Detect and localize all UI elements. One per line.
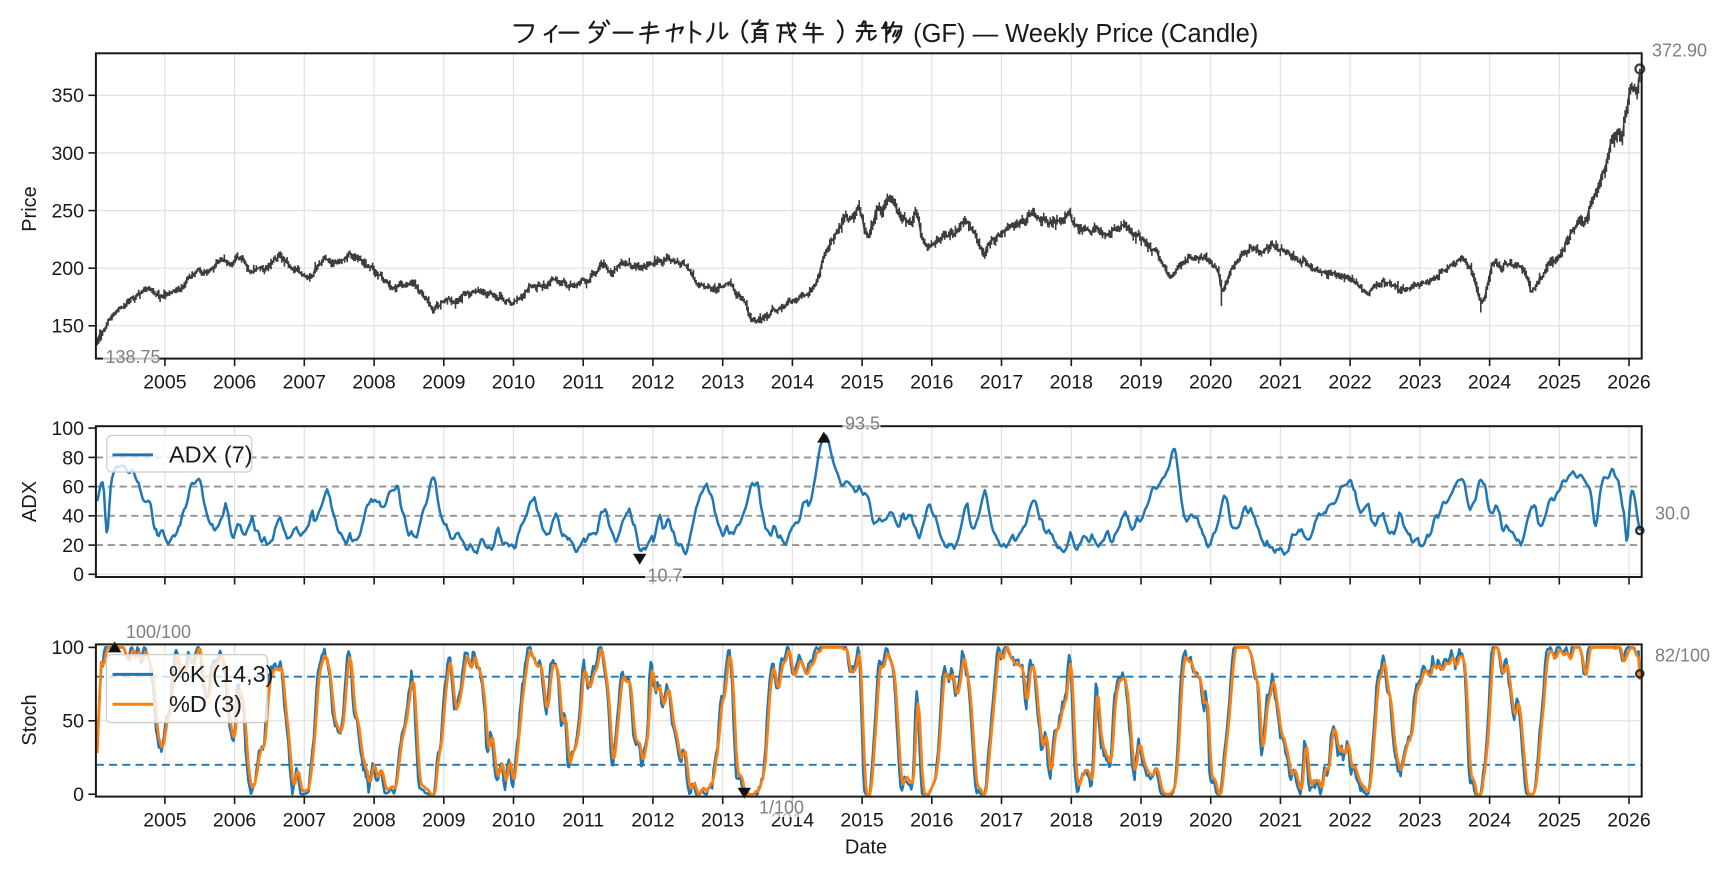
svg-text:372.90: 372.90	[1652, 41, 1707, 61]
svg-text:40: 40	[62, 506, 84, 528]
svg-text:300: 300	[51, 143, 84, 165]
svg-text:Price: Price	[19, 186, 41, 232]
svg-text:2024: 2024	[1468, 372, 1512, 394]
svg-text:2022: 2022	[1328, 372, 1371, 394]
svg-text:2007: 2007	[283, 810, 326, 832]
svg-text:100: 100	[51, 637, 84, 659]
svg-text:2021: 2021	[1259, 372, 1302, 394]
svg-text:2023: 2023	[1398, 372, 1441, 394]
svg-text:Stoch: Stoch	[19, 694, 41, 745]
svg-text:2010: 2010	[492, 372, 536, 394]
svg-text:2008: 2008	[352, 810, 395, 832]
svg-text:2008: 2008	[352, 372, 395, 394]
svg-text:2020: 2020	[1189, 372, 1233, 394]
svg-text:2023: 2023	[1398, 810, 1441, 832]
svg-text:2014: 2014	[771, 372, 815, 394]
svg-text:100: 100	[51, 418, 84, 440]
svg-text:100/100: 100/100	[126, 622, 191, 642]
svg-text:2020: 2020	[1189, 810, 1233, 832]
svg-text:2015: 2015	[840, 372, 884, 394]
svg-text:93.5: 93.5	[845, 414, 880, 434]
svg-text:2024: 2024	[1468, 810, 1512, 832]
svg-text:10.7: 10.7	[648, 566, 683, 586]
svg-text:2009: 2009	[422, 810, 465, 832]
svg-text:2017: 2017	[980, 810, 1023, 832]
svg-text:2006: 2006	[213, 372, 256, 394]
svg-text:60: 60	[62, 477, 84, 499]
svg-text:80: 80	[62, 447, 84, 469]
svg-text:350: 350	[51, 85, 84, 107]
svg-text:2019: 2019	[1119, 810, 1162, 832]
svg-text:0: 0	[73, 564, 84, 586]
svg-text:82/100: 82/100	[1655, 646, 1710, 666]
svg-text:0: 0	[73, 784, 84, 806]
svg-text:2016: 2016	[910, 810, 953, 832]
svg-text:2013: 2013	[701, 372, 744, 394]
svg-text:138.75: 138.75	[106, 347, 161, 367]
svg-text:2018: 2018	[1050, 372, 1093, 394]
svg-text:20: 20	[62, 535, 84, 557]
svg-text:2011: 2011	[562, 810, 604, 832]
svg-text:250: 250	[51, 201, 84, 223]
svg-text:%K (14,3): %K (14,3)	[169, 661, 274, 687]
svg-text:2025: 2025	[1538, 372, 1582, 394]
svg-text:150: 150	[51, 316, 84, 338]
svg-text:200: 200	[51, 258, 84, 280]
svg-text:%D (3): %D (3)	[169, 691, 242, 717]
svg-text:ADX: ADX	[19, 481, 41, 522]
svg-text:2005: 2005	[143, 810, 187, 832]
svg-text:2015: 2015	[840, 810, 884, 832]
svg-text:2013: 2013	[701, 810, 744, 832]
svg-text:2022: 2022	[1328, 810, 1371, 832]
svg-text:1/100: 1/100	[759, 798, 804, 818]
svg-text:2006: 2006	[213, 810, 256, 832]
svg-text:2017: 2017	[980, 372, 1023, 394]
svg-text:ADX (7): ADX (7)	[169, 442, 253, 468]
svg-text:2012: 2012	[631, 810, 674, 832]
svg-text:2025: 2025	[1538, 810, 1582, 832]
svg-text:2005: 2005	[143, 372, 187, 394]
svg-text:2026: 2026	[1607, 372, 1650, 394]
svg-text:2011: 2011	[562, 372, 604, 394]
svg-text:2007: 2007	[283, 372, 326, 394]
svg-text:2016: 2016	[910, 372, 953, 394]
svg-text:2026: 2026	[1607, 810, 1650, 832]
svg-text:2019: 2019	[1119, 372, 1162, 394]
svg-text:30.0: 30.0	[1655, 504, 1690, 524]
svg-text:2012: 2012	[631, 372, 674, 394]
svg-text:2009: 2009	[422, 372, 465, 394]
svg-text:Date: Date	[845, 837, 887, 859]
svg-text:(GF) — Weekly Price (Candle): (GF) — Weekly Price (Candle)	[906, 20, 1258, 48]
svg-text:2021: 2021	[1259, 810, 1302, 832]
svg-text:50: 50	[62, 711, 84, 733]
svg-text:2010: 2010	[492, 810, 536, 832]
svg-text:2018: 2018	[1050, 810, 1093, 832]
